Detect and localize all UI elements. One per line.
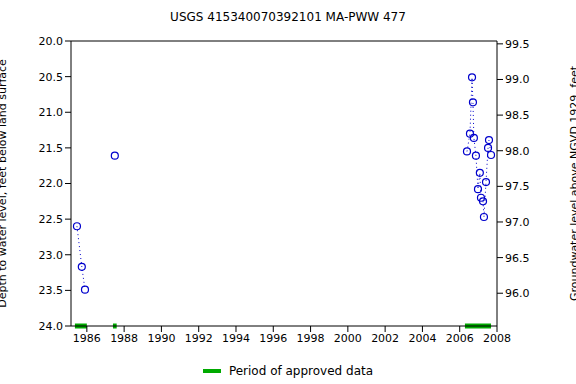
svg-text:1994: 1994: [222, 332, 250, 345]
svg-text:1998: 1998: [297, 332, 325, 345]
svg-text:2002: 2002: [371, 332, 399, 345]
svg-text:99.0: 99.0: [505, 73, 530, 86]
svg-text:1988: 1988: [110, 332, 138, 345]
html-text:Period of approved data: Period of approved data: [228, 364, 374, 378]
svg-text:98.5: 98.5: [505, 109, 530, 122]
svg-text:24.0: 24.0: [39, 320, 64, 333]
svg-text:1992: 1992: [185, 332, 213, 345]
svg-text:23.5: 23.5: [39, 284, 64, 297]
svg-text:96.0: 96.0: [505, 287, 530, 300]
svg-text:2008: 2008: [483, 332, 511, 345]
svg-text:22.5: 22.5: [39, 213, 64, 226]
svg-text:20.5: 20.5: [39, 71, 64, 84]
svg-text:23.0: 23.0: [39, 249, 64, 262]
svg-text:96.5: 96.5: [505, 252, 530, 265]
svg-text:1986: 1986: [73, 332, 101, 345]
svg-text:21.0: 21.0: [39, 106, 64, 119]
svg-text:97.5: 97.5: [505, 180, 530, 193]
svg-text:22.0: 22.0: [39, 177, 64, 190]
svg-text:2006: 2006: [446, 332, 474, 345]
svg-text:98.0: 98.0: [505, 145, 530, 158]
svg-text:99.5: 99.5: [505, 38, 530, 51]
svg-text:1996: 1996: [259, 332, 287, 345]
svg-text:20.0: 20.0: [39, 35, 64, 48]
svg-text:21.5: 21.5: [39, 142, 64, 155]
svg-text:2004: 2004: [408, 332, 436, 345]
svg-text:Groundwater level above NGVD 1: Groundwater level above NGVD 1929, feet: [568, 65, 569, 301]
svg-text:1990: 1990: [147, 332, 175, 345]
html-text:USGS 415340070392101 MA-PWW 47: USGS 415340070392101 MA-PWW 477: [170, 10, 406, 24]
svg-text:2000: 2000: [334, 332, 362, 345]
svg-text:Depth to water level, feet bel: Depth to water level, feet below land su…: [8, 59, 9, 308]
svg-text:97.0: 97.0: [505, 216, 530, 229]
